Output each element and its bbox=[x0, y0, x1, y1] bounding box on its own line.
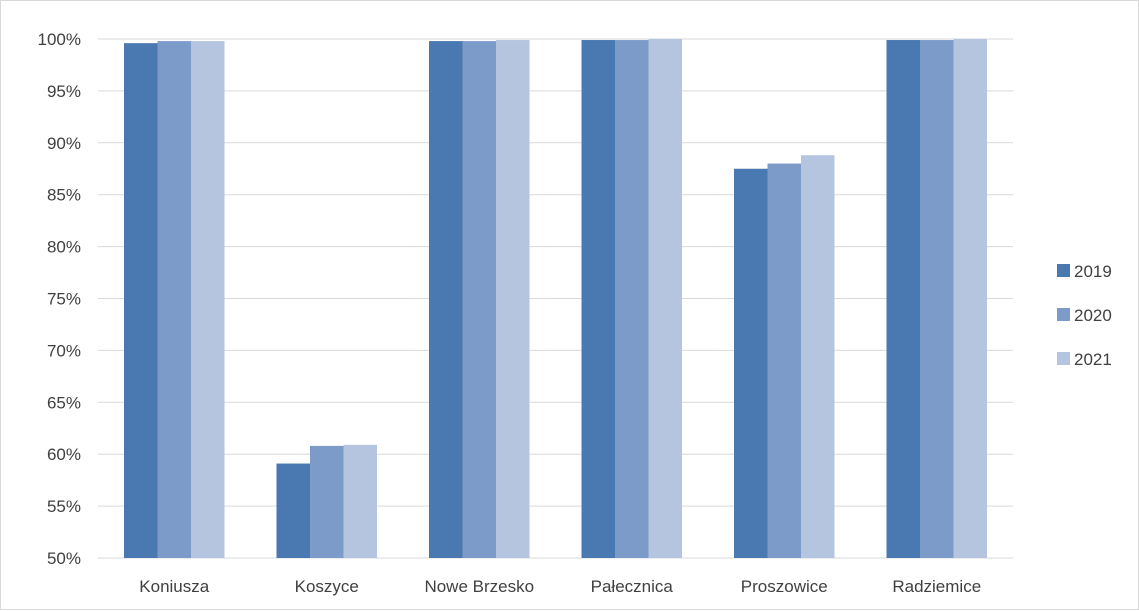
legend-swatch-2019 bbox=[1057, 264, 1070, 277]
bar-2020-0 bbox=[157, 41, 191, 559]
bar-2021-2 bbox=[496, 40, 530, 558]
y-tick-label: 80% bbox=[47, 238, 81, 257]
legend-label-2020: 2020 bbox=[1074, 306, 1112, 325]
bar-2021-3 bbox=[648, 39, 682, 558]
gridlines bbox=[98, 38, 1013, 559]
x-category-label: Koszyce bbox=[295, 577, 359, 596]
bar-2019-3 bbox=[581, 40, 615, 558]
bar-2021-5 bbox=[953, 39, 987, 558]
bar-2019-1 bbox=[276, 463, 310, 558]
x-axis-category-labels: Koniusza Koszyce Nowe Brzesko Pałecznica Pro… bbox=[139, 577, 981, 596]
y-tick-label: 65% bbox=[47, 393, 81, 412]
x-category-label: Radziemice bbox=[892, 577, 981, 596]
y-axis-tick-labels: 50% 55% 60% 65% 70% 75% 80% 85% 90% 95% 100% bbox=[38, 30, 81, 568]
y-tick-label: 95% bbox=[47, 82, 81, 101]
y-tick-label: 55% bbox=[47, 497, 81, 516]
y-tick-label: 50% bbox=[47, 549, 81, 568]
bar-2019-2 bbox=[429, 41, 463, 559]
x-category-label: Koniusza bbox=[139, 577, 209, 596]
legend-swatch-2021 bbox=[1057, 352, 1070, 365]
bar-2020-1 bbox=[310, 445, 344, 558]
x-category-label: Pałecznica bbox=[591, 577, 674, 596]
x-category-label: Nowe Brzesko bbox=[424, 577, 534, 596]
bar-2020-5 bbox=[920, 40, 954, 558]
bar-2020-2 bbox=[462, 41, 496, 559]
bar-2021-4 bbox=[801, 155, 835, 559]
legend: 2019 2020 2021 bbox=[1057, 262, 1112, 369]
legend-label-2019: 2019 bbox=[1074, 262, 1112, 281]
y-tick-label: 70% bbox=[47, 341, 81, 360]
bars bbox=[124, 39, 987, 559]
bar-2019-0 bbox=[124, 43, 158, 559]
bar-2021-1 bbox=[343, 444, 377, 558]
y-tick-label: 100% bbox=[38, 30, 81, 49]
legend-label-2021: 2021 bbox=[1074, 350, 1112, 369]
bar-2019-4 bbox=[734, 168, 768, 558]
bar-2020-4 bbox=[767, 163, 801, 558]
x-category-label: Proszowice bbox=[741, 577, 828, 596]
bar-2020-3 bbox=[615, 40, 649, 558]
y-tick-label: 60% bbox=[47, 445, 81, 464]
y-tick-label: 75% bbox=[47, 290, 81, 309]
bar-2019-5 bbox=[886, 40, 920, 558]
bar-2021-0 bbox=[191, 41, 225, 559]
legend-swatch-2020 bbox=[1057, 308, 1070, 321]
y-tick-label: 85% bbox=[47, 186, 81, 205]
y-tick-label: 90% bbox=[47, 134, 81, 153]
